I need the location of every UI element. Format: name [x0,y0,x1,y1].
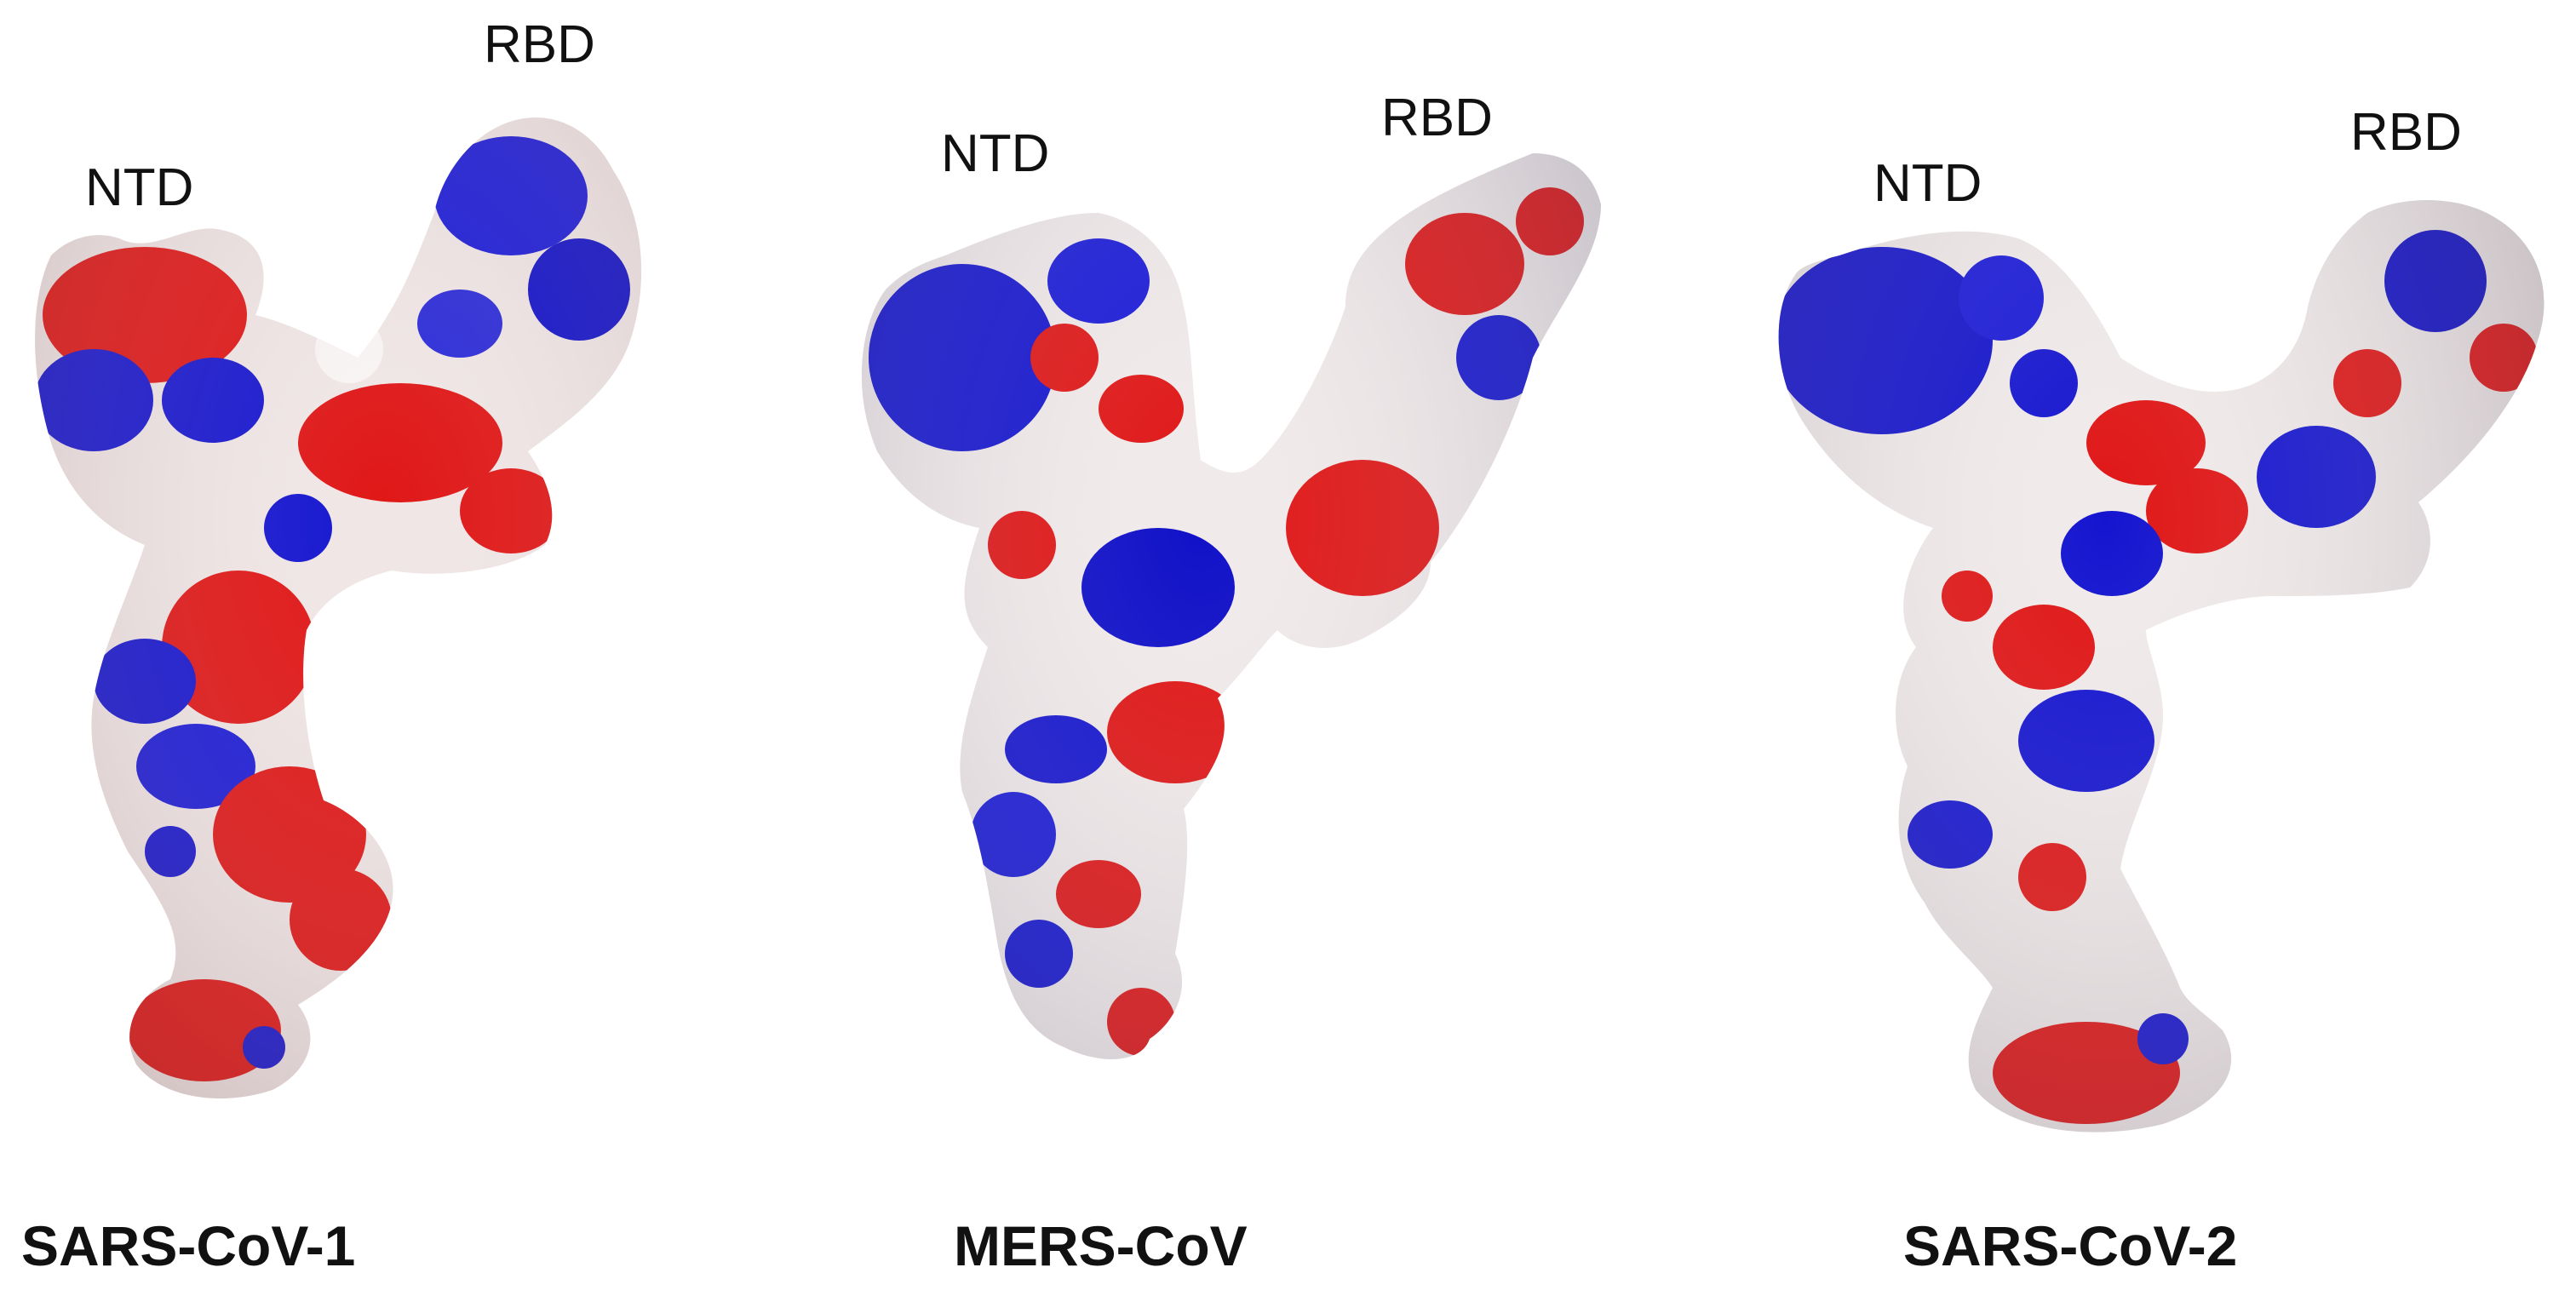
ntd-label: NTD [941,124,1050,183]
protein-surface-sars-cov-1 [35,118,642,1098]
panel-sars-cov-1: NTD RBD [0,0,852,1296]
panel-sars-cov-2: NTD RBD [1720,0,2576,1296]
panel-mers-cov: NTD RBD [818,0,1669,1296]
species-label: SARS-CoV-2 [1903,1214,2238,1277]
protein-surface-sars-cov-2 [1778,200,2544,1133]
species-label: MERS-CoV [954,1214,1248,1277]
species-label: SARS-CoV-1 [21,1214,356,1277]
ntd-label: NTD [1873,154,1982,213]
rbd-label: RBD [1381,89,1493,147]
protein-surface-mers-cov [861,153,1602,1059]
ntd-label: NTD [85,158,194,217]
rbd-label: RBD [2350,103,2462,162]
rbd-label: RBD [484,15,595,74]
